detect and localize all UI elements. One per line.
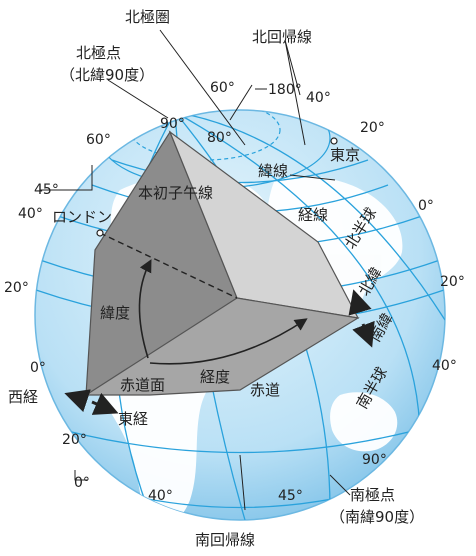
label-equator: 赤道: [250, 381, 280, 399]
tokyo-point: [330, 137, 338, 145]
leader-lines: [40, 29, 351, 511]
deg-left-0: 0°: [30, 360, 46, 376]
label-latitude-line: 緯線: [258, 162, 288, 180]
london-point: [96, 229, 104, 237]
london-dashed-radius: [99, 232, 238, 299]
hemisphere-arrows: [64, 289, 375, 415]
deg-right-40: 40°: [432, 358, 457, 374]
label-east-longitude: 東経: [118, 410, 148, 428]
label-prime-meridian: 本初子午線: [138, 184, 213, 202]
deg-right-20-top: 20°: [360, 120, 385, 136]
deg-left-45: 45°: [34, 182, 59, 198]
deg-left-20-low: 20°: [62, 432, 87, 448]
deg-top-60: 60°: [210, 80, 235, 96]
deg-left-40: 40°: [18, 206, 43, 222]
longitude-angle-arc: [149, 318, 308, 365]
deg-bottom-0: 0°: [74, 475, 90, 491]
meridian-4: [174, 111, 421, 441]
label-south-pole-1: 南極点: [350, 486, 395, 504]
wedge-cutaway: [83, 130, 360, 397]
label-london: ロンドン: [52, 208, 112, 226]
deg-top-180: 180°: [268, 82, 302, 98]
deg-bottom-90: 90°: [362, 452, 387, 468]
landmass-australia: [330, 392, 398, 452]
label-latitude: 緯度: [100, 304, 130, 322]
label-west-longitude: 西経: [8, 388, 38, 406]
deg-left-60: 60°: [86, 132, 111, 148]
deg-bottom-45: 45°: [278, 488, 303, 504]
latitude-angle-arc: [138, 259, 152, 359]
label-tokyo: 東京: [330, 146, 360, 164]
label-north-pole-2: （北緯90度）: [60, 66, 154, 84]
wedge-equatorial-plane: [83, 297, 360, 396]
latitude-line-20s: [44, 424, 436, 454]
label-north-pole-1: 北極点: [76, 44, 121, 62]
deg-top-80: 80°: [207, 130, 232, 146]
deg-bottom-40: 40°: [148, 488, 173, 504]
latitude-line-60n: [111, 159, 369, 184]
label-tropic-capricorn: 南回帰線: [195, 531, 255, 549]
deg-right-0: 0°: [418, 198, 434, 214]
deg-top-40: 40°: [306, 90, 331, 106]
label-longitude: 経度: [200, 368, 230, 386]
label-tropic-cancer: 北回帰線: [252, 28, 312, 46]
deg-top-90: 90°: [160, 116, 185, 132]
label-north-polar-circle: 北極圏: [125, 8, 170, 26]
label-south-pole-2: （南緯90度）: [330, 508, 424, 526]
deg-right-20: 20°: [440, 274, 465, 290]
deg-left-20: 20°: [4, 280, 29, 296]
label-equator-plane: 赤道面: [120, 376, 165, 394]
label-longitude-line: 経線: [298, 206, 328, 224]
